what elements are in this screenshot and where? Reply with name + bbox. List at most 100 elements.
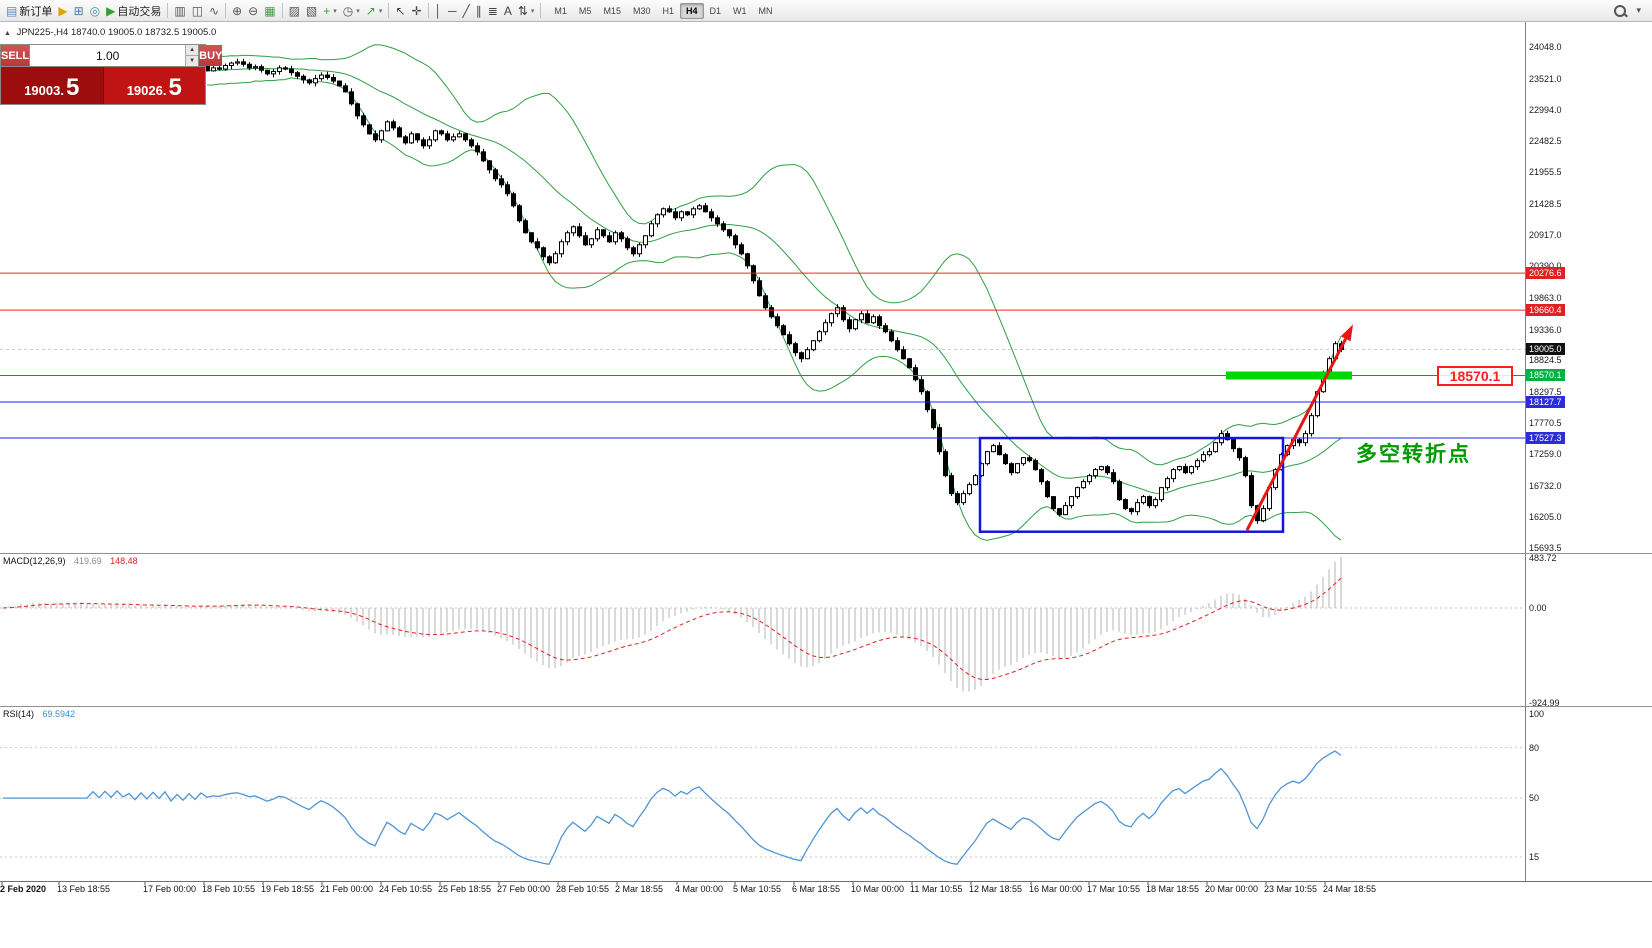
time-axis-label[interactable]: 18 Mar 18:55 <box>1146 884 1200 894</box>
timeframe-m15-button[interactable]: M15 <box>603 5 621 16</box>
volume-input[interactable] <box>30 45 186 66</box>
rsi-level-label: 50 <box>1529 793 1540 804</box>
arrange-charts-icon[interactable]: ▨ <box>286 2 303 20</box>
zoom-in-icon[interactable]: ⊕ <box>229 2 245 20</box>
timeframe-w1-button[interactable]: W1 <box>733 5 747 16</box>
time-axis-label[interactable]: 25 Feb 18:55 <box>438 884 492 894</box>
rsi-panel-separator[interactable] <box>0 706 1652 707</box>
price-tag: 17527.3 <box>1526 432 1565 445</box>
panel-collapse-icon[interactable]: ▲ <box>4 30 11 37</box>
signal-icon[interactable]: ◎ <box>87 2 103 20</box>
horizontal-line-tool-icon: ─ <box>448 3 457 18</box>
one-click-trading-panel: SELL BUY 19003. 5 19026. 5 <box>0 44 223 105</box>
time-axis-label[interactable]: 5 Mar 10:55 <box>733 884 782 894</box>
cursor-tool-icon[interactable]: ↖ <box>392 2 408 20</box>
time-axis-label[interactable]: 2 Mar 18:55 <box>615 884 664 894</box>
bars-chart-icon[interactable]: ▥ <box>171 2 188 20</box>
chevron-down-icon[interactable] <box>356 7 360 15</box>
crosshair-tool-icon[interactable]: ✛ <box>408 2 424 20</box>
toolbar-right <box>1613 4 1649 18</box>
arrows-tool-icon[interactable]: ⇅ <box>515 2 538 20</box>
chart-window-icon[interactable]: ⊞ <box>71 2 87 20</box>
volume-decrease-icon[interactable] <box>186 55 199 66</box>
time-axis-label[interactable]: 18 Feb 10:55 <box>202 884 256 894</box>
text-tool-icon: A <box>503 3 512 18</box>
time-axis-label[interactable]: 20 Mar 00:00 <box>1205 884 1259 894</box>
sell-button[interactable]: SELL <box>1 45 30 66</box>
buy-price-pips: 5 <box>168 74 182 101</box>
alert-sound-icon[interactable]: ▶ <box>55 2 70 20</box>
time-axis-label[interactable]: 10 Mar 00:00 <box>851 884 905 894</box>
macd-signal-line <box>2 577 1342 681</box>
trendline-tool-icon[interactable]: ╱ <box>460 2 473 20</box>
price-axis-label: 19336.0 <box>1529 324 1562 335</box>
time-axis-label[interactable]: 4 Mar 00:00 <box>675 884 724 894</box>
search-icon[interactable] <box>1613 4 1627 18</box>
candles-chart-icon[interactable]: ◫ <box>189 2 206 20</box>
price-axis-label: 17259.0 <box>1529 449 1562 460</box>
timeframe-h1-button[interactable]: H1 <box>662 5 674 16</box>
time-axis-label[interactable]: 19 Feb 18:55 <box>261 884 315 894</box>
timeframe-toolbar: M1 M5 M15 M30 H1 H4 D1 W1 MN <box>548 2 778 19</box>
line-chart-icon: ∿ <box>209 3 220 18</box>
tile-windows-icon[interactable]: ▦ <box>261 2 278 20</box>
support-highlight-segment[interactable] <box>1226 371 1352 380</box>
time-axis-label[interactable]: 28 Feb 10:55 <box>556 884 610 894</box>
timeframe-m5-button[interactable]: M5 <box>578 5 592 16</box>
cascade-windows-icon[interactable]: ▧ <box>303 2 320 20</box>
time-axis-label[interactable]: 11 Mar 10:55 <box>910 884 963 894</box>
bars-chart-icon: ▥ <box>174 3 186 18</box>
time-axis-label[interactable]: 13 Feb 18:55 <box>57 884 111 894</box>
new-chart-button[interactable]: + <box>320 2 340 20</box>
time-axis-label[interactable]: 21 Feb 00:00 <box>320 884 374 894</box>
vertical-line-tool-icon[interactable]: │ <box>432 2 446 20</box>
time-axis-label[interactable]: 24 Mar 18:55 <box>1323 884 1377 894</box>
new-order-button[interactable]: ▤ 新订单 <box>3 2 55 20</box>
time-axis-label[interactable]: 23 Mar 10:55 <box>1264 884 1318 894</box>
horizontal-line-tool-icon[interactable]: ─ <box>445 2 460 20</box>
time-axis-label[interactable]: 6 Mar 18:55 <box>792 884 841 894</box>
volume-increase-icon[interactable] <box>186 45 199 55</box>
arrange-charts-icon: ▨ <box>288 3 300 18</box>
buy-price[interactable]: 19026. 5 <box>102 67 205 104</box>
chevron-down-icon[interactable] <box>333 7 337 15</box>
buy-button[interactable]: BUY <box>199 45 223 66</box>
indicators-button[interactable]: ↗ <box>363 2 386 20</box>
time-axis-label[interactable]: 17 Feb 00:00 <box>143 884 197 894</box>
cursor-tool-icon: ↖ <box>395 3 406 18</box>
turning-point-note[interactable]: 多空转折点 <box>1356 443 1471 466</box>
text-tool-icon[interactable]: A <box>501 2 515 20</box>
horizontal-line-objects[interactable] <box>0 272 1525 439</box>
time-axis-label[interactable]: 16 Mar 00:00 <box>1029 884 1083 894</box>
trend-arrow-object[interactable] <box>1245 324 1353 531</box>
timeframe-d1-button[interactable]: D1 <box>709 5 722 16</box>
timeframe-h4-button[interactable]: H4 <box>679 2 704 19</box>
time-axis-label[interactable]: 27 Feb 00:00 <box>497 884 551 894</box>
auto-trading-button[interactable]: ▶ 自动交易 <box>103 2 164 20</box>
chevron-down-icon[interactable] <box>379 7 383 15</box>
time-axis-label[interactable]: 17 Mar 10:55 <box>1087 884 1141 894</box>
toolbar-overflow-icon[interactable] <box>1636 5 1641 16</box>
zoom-out-icon[interactable]: ⊖ <box>245 2 261 20</box>
candlestick-series <box>205 58 1344 524</box>
consolidation-box[interactable] <box>978 436 1285 533</box>
macd-panel-separator[interactable] <box>0 553 1652 554</box>
time-axis-label[interactable]: 2 Feb 2020 <box>0 884 47 894</box>
vertical-line-tool-icon: │ <box>434 3 443 18</box>
price-tag: 18127.7 <box>1526 396 1565 409</box>
chevron-down-icon[interactable] <box>531 7 535 15</box>
line-chart-icon[interactable]: ∿ <box>206 2 222 20</box>
time-axis-label[interactable]: 12 Mar 18:55 <box>969 884 1023 894</box>
chart-cycles-button[interactable]: ◷ <box>340 2 363 20</box>
timeframe-m30-button[interactable]: M30 <box>632 5 651 16</box>
buy-price-main: 19026. <box>126 83 167 99</box>
sell-price[interactable]: 19003. 5 <box>1 67 103 104</box>
timeframe-m1-button[interactable]: M1 <box>554 5 567 16</box>
channel-tool-icon[interactable]: ∥ <box>473 2 485 20</box>
price-callout-label[interactable]: 18570.1 <box>1437 366 1513 386</box>
fibonacci-tool-icon[interactable]: ≣ <box>485 2 501 20</box>
time-axis-label[interactable]: 24 Feb 10:55 <box>379 884 433 894</box>
timeframe-mn-button[interactable]: MN <box>758 5 773 16</box>
indicators-icon: ↗ <box>365 3 376 18</box>
